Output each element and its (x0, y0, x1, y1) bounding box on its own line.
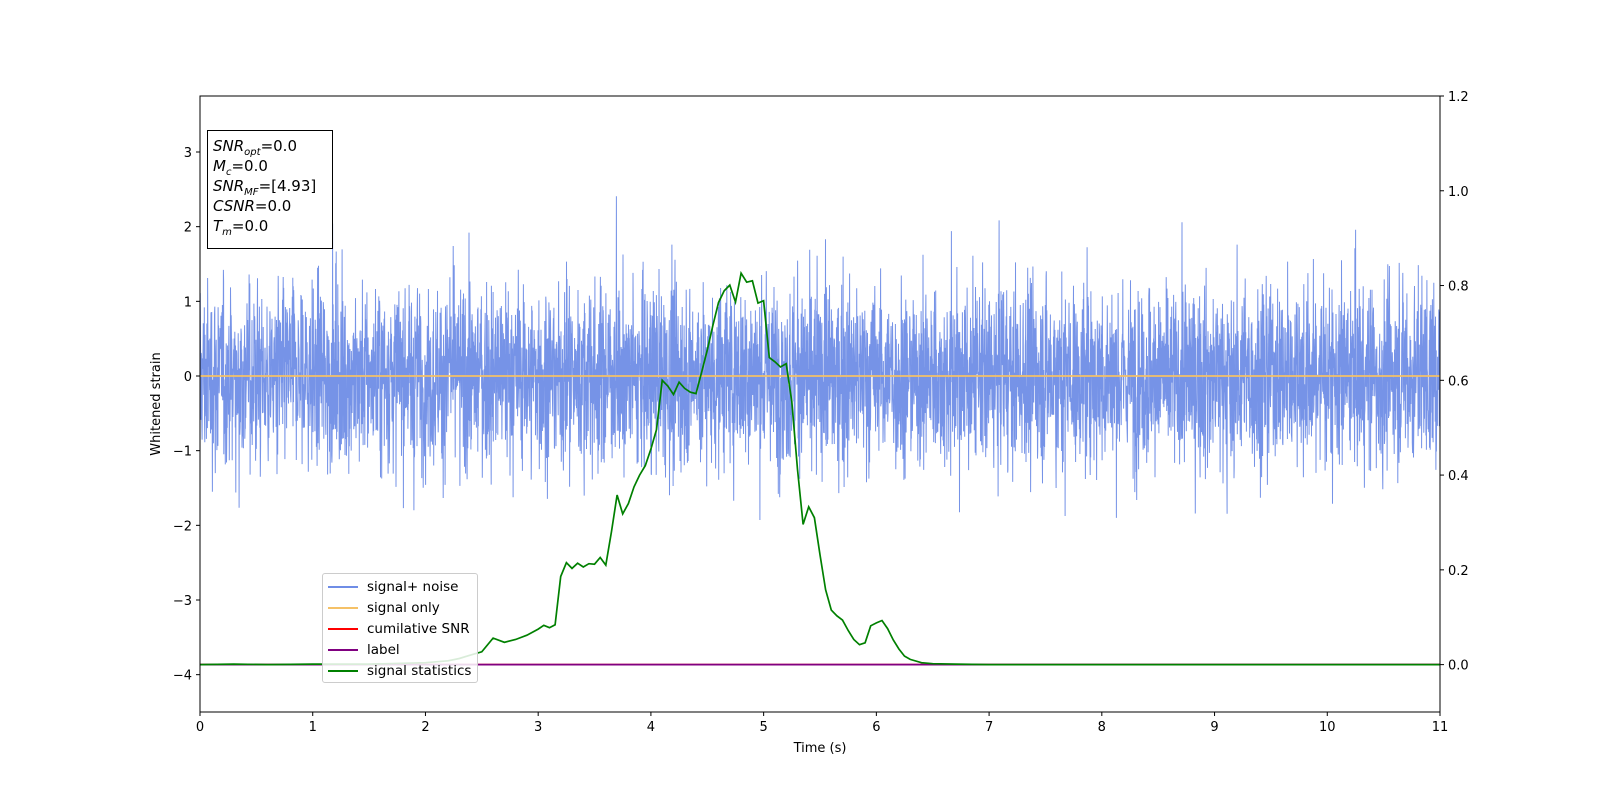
legend-label: signal statistics (367, 662, 472, 679)
x-tick-label: 4 (647, 720, 655, 735)
y-left-tick-label: −3 (173, 594, 192, 609)
legend-item-signal-only: signal only (328, 597, 477, 618)
y-right-tick-label: 0.8 (1448, 280, 1469, 295)
x-tick-label: 5 (759, 720, 767, 735)
legend-label: signal+ noise (367, 578, 459, 595)
tm-line: Tm=0.0 (213, 217, 269, 238)
plot-frame (199, 95, 1441, 713)
snr-mf-line: SNRMF=[4.93] (213, 177, 317, 198)
y-right-tick-label: 0.2 (1448, 564, 1469, 579)
y-right-tick-label: 0.0 (1448, 659, 1469, 674)
legend-label: label (367, 641, 400, 658)
legend-label: cumilative SNR (367, 620, 470, 637)
y-left-tick-label: −4 (173, 669, 192, 684)
legend: signal+ noise signal only cumilative SNR… (322, 573, 478, 683)
legend-item-signal-noise: signal+ noise (328, 576, 477, 597)
signal-statistics-line (199, 270, 1440, 666)
legend-swatch (328, 606, 358, 609)
legend-swatch (328, 585, 358, 588)
legend-item-signal-statistics: signal statistics (328, 660, 477, 681)
x-tick-label: 7 (985, 720, 993, 735)
axis-ticks: 0 1 2 3 4 5 6 7 8 9 10 11 −4 −3 −2 −1 0 1 2 3 0.0 0.2 0.4 0.6 0.… (173, 90, 1469, 735)
x-tick-label: 1 (309, 720, 317, 735)
x-tick-label: 10 (1319, 720, 1336, 735)
y-left-tick-label: −2 (173, 519, 192, 534)
csnr-line: CSNR=0.0 (213, 197, 292, 215)
signal-noise-line (199, 196, 1441, 521)
mc-line: Mc=0.0 (213, 157, 268, 178)
legend-swatch (328, 648, 358, 651)
legend-item-label: label (328, 639, 477, 660)
y-right-tick-label: 1.0 (1448, 185, 1469, 200)
y-right-tick-label: 1.2 (1448, 90, 1469, 105)
snr-opt-line: SNRopt=0.0 (213, 137, 297, 158)
x-tick-label: 0 (196, 720, 204, 735)
y-left-tick-label: 2 (184, 221, 192, 236)
legend-swatch (328, 627, 358, 630)
legend-label: signal only (367, 599, 440, 616)
x-axis-label: Time (s) (793, 741, 847, 756)
y-left-tick-label: 1 (184, 295, 192, 310)
y-left-tick-label: −1 (173, 445, 192, 460)
legend-swatch (328, 669, 358, 672)
y-right-tick-label: 0.4 (1448, 469, 1469, 484)
y-axis-label: Whitened strain (149, 352, 164, 455)
legend-item-cumulative-snr: cumilative SNR (328, 618, 477, 639)
x-tick-label: 2 (421, 720, 429, 735)
x-tick-label: 6 (872, 720, 880, 735)
signal-noise-series (199, 196, 1441, 521)
x-tick-label: 11 (1432, 720, 1449, 735)
parameters-box: SNRopt=0.0 Mc=0.0 SNRMF=[4.93] CSNR=0.0 … (207, 130, 333, 249)
y-left-tick-label: 3 (184, 146, 192, 161)
y-right-tick-label: 0.6 (1448, 374, 1469, 389)
x-tick-label: 3 (534, 720, 542, 735)
x-tick-label: 9 (1210, 720, 1218, 735)
y-left-tick-label: 0 (184, 370, 192, 385)
x-tick-label: 8 (1098, 720, 1106, 735)
